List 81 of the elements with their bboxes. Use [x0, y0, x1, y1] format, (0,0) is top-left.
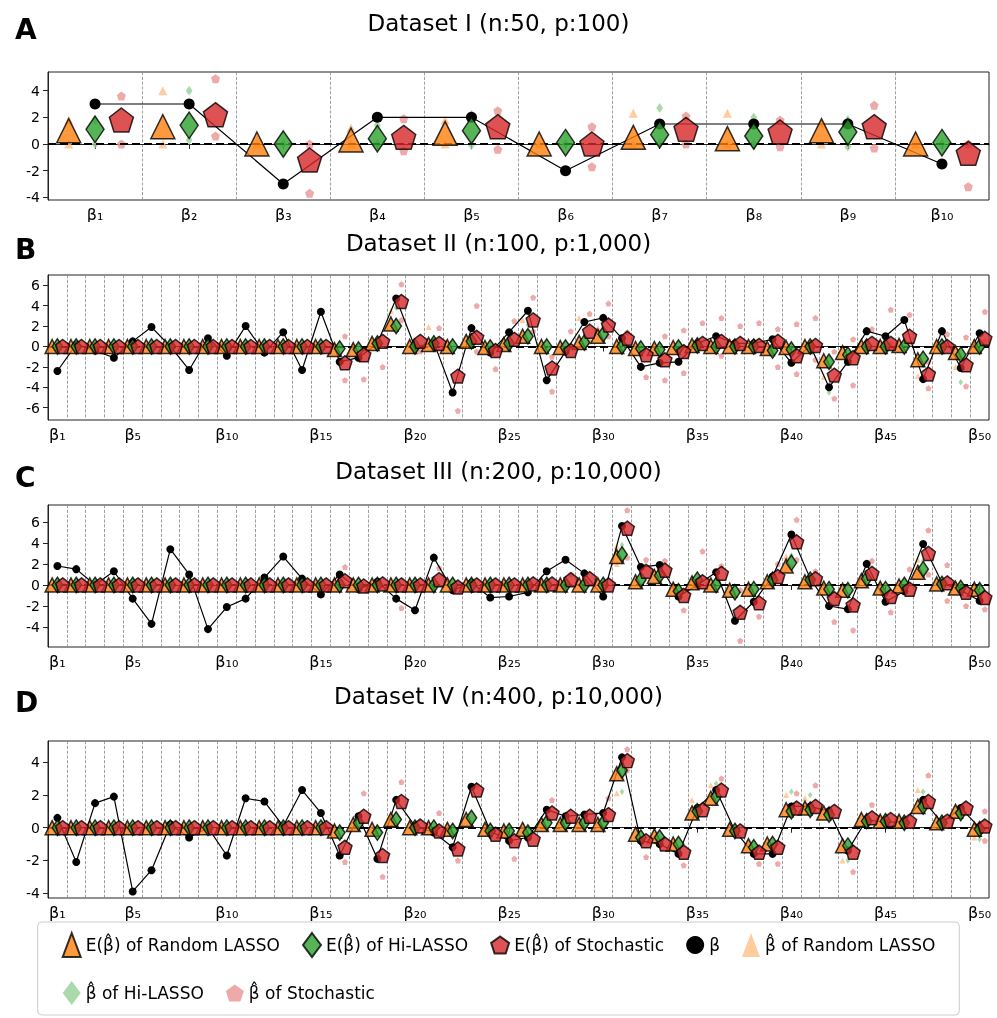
y-tick-label: 6: [31, 277, 41, 294]
x-tick-label: β₁: [49, 424, 66, 444]
legend-label: E(β̂) of Hi-LASSO: [325, 932, 469, 955]
legend-label: β̂ of Stochastic: [248, 980, 375, 1003]
x-tick-label: β₁₀: [215, 651, 239, 671]
x-tick-label: β₉: [839, 204, 857, 224]
y-tick-label: 2: [31, 555, 40, 572]
y-tick-label: -2: [26, 597, 40, 614]
x-tick-label: β₅: [124, 651, 141, 671]
x-tick-label: β₁: [49, 651, 66, 671]
x-tick-label: β₄₀: [779, 651, 803, 671]
text: A: [15, 12, 37, 46]
x-tick-label: β₁: [86, 204, 104, 224]
x-tick-label: β₂₅: [497, 902, 521, 922]
x-tick-label: β₄₀: [779, 424, 803, 444]
x-tick-label: β₇: [651, 204, 668, 224]
y-tick-label: 0: [31, 136, 40, 152]
x-tick-label: β₁: [49, 902, 66, 922]
x-tick-label: β₃₅: [685, 651, 709, 671]
x-tick-label: β₃₀: [591, 902, 615, 922]
x-tick-label: β₂₀: [403, 651, 427, 671]
chart-title: Dataset II (n:100, p:1,000): [345, 229, 652, 256]
x-tick-label: β₁₅: [309, 651, 333, 671]
y-tick-label: -2: [26, 852, 40, 869]
text: B: [15, 232, 37, 266]
x-tick-label: β₅₀: [968, 424, 992, 444]
x-tick-label: β₄₅: [873, 651, 898, 671]
y-tick-label: 4: [31, 754, 41, 771]
y-tick-label: -4: [26, 379, 41, 396]
x-tick-label: β₂₅: [497, 424, 521, 444]
legend-label: E(β̂) of Random LASSO: [85, 932, 280, 955]
x-tick-label: β₄₅: [873, 902, 898, 922]
y-tick-label: -6: [26, 399, 41, 416]
x-tick-label: β₈: [745, 204, 763, 224]
x-tick-label: β₃₅: [685, 902, 709, 922]
y-tick-label: -4: [26, 619, 41, 636]
x-tick-label: β₂₀: [403, 424, 427, 444]
y-tick-label: -4: [26, 189, 41, 206]
x-tick-label: β₁₀: [215, 902, 239, 922]
y-tick-label: 2: [31, 318, 40, 335]
y-tick-label: 0: [31, 576, 40, 593]
y-tick-label: -2: [26, 162, 40, 179]
y-tick-label: 2: [31, 109, 40, 126]
y-tick-label: 2: [31, 786, 40, 803]
y-tick-label: 6: [31, 513, 41, 530]
x-tick-label: β₂₅: [497, 651, 521, 671]
x-tick-label: β₃₅: [685, 424, 709, 444]
y-tick-label: -2: [26, 358, 40, 375]
x-tick-label: β₅₀: [968, 902, 992, 922]
x-tick-label: β₆: [557, 204, 574, 224]
x-tick-label: β₂₀: [403, 902, 427, 922]
y-tick-label: 0: [31, 338, 40, 355]
x-tick-label: β₃: [274, 204, 292, 224]
y-tick-label: 4: [31, 82, 41, 99]
y-tick-label: 0: [31, 819, 40, 836]
legend-label: β̂ of Hi-LASSO: [85, 980, 204, 1003]
x-tick-label: β₃₀: [591, 651, 615, 671]
legend-label: β̂ of Random LASSO: [765, 932, 936, 955]
chart-title: Dataset I (n:50, p:100): [367, 9, 630, 36]
x-tick-label: β₁₅: [309, 902, 333, 922]
text: D: [15, 685, 39, 719]
x-tick-label: β₅: [124, 424, 141, 444]
y-tick-label: -4: [26, 885, 41, 902]
chart-title: Dataset III (n:200, p:10,000): [335, 457, 662, 484]
x-tick-label: β₁₀: [930, 204, 954, 224]
x-tick-label: β₁₀: [215, 424, 239, 444]
x-tick-label: β₅: [463, 204, 480, 224]
text: C: [15, 460, 36, 494]
x-tick-label: β₁₅: [309, 424, 333, 444]
y-tick-label: 4: [31, 297, 41, 314]
y-tick-label: 4: [31, 534, 41, 551]
x-tick-label: β₄₅: [873, 424, 898, 444]
x-tick-label: β₄₀: [779, 902, 803, 922]
x-tick-label: β₅₀: [968, 651, 992, 671]
x-tick-label: β₅: [124, 902, 141, 922]
x-tick-label: β₃₀: [591, 424, 615, 444]
x-tick-label: β₄: [369, 204, 386, 224]
x-tick-label: β₂: [180, 204, 198, 224]
chart-title: Dataset IV (n:400, p:10,000): [334, 682, 663, 709]
legend-label: β: [709, 935, 721, 955]
legend-label: E(β̂) of Stochastic: [514, 932, 665, 955]
